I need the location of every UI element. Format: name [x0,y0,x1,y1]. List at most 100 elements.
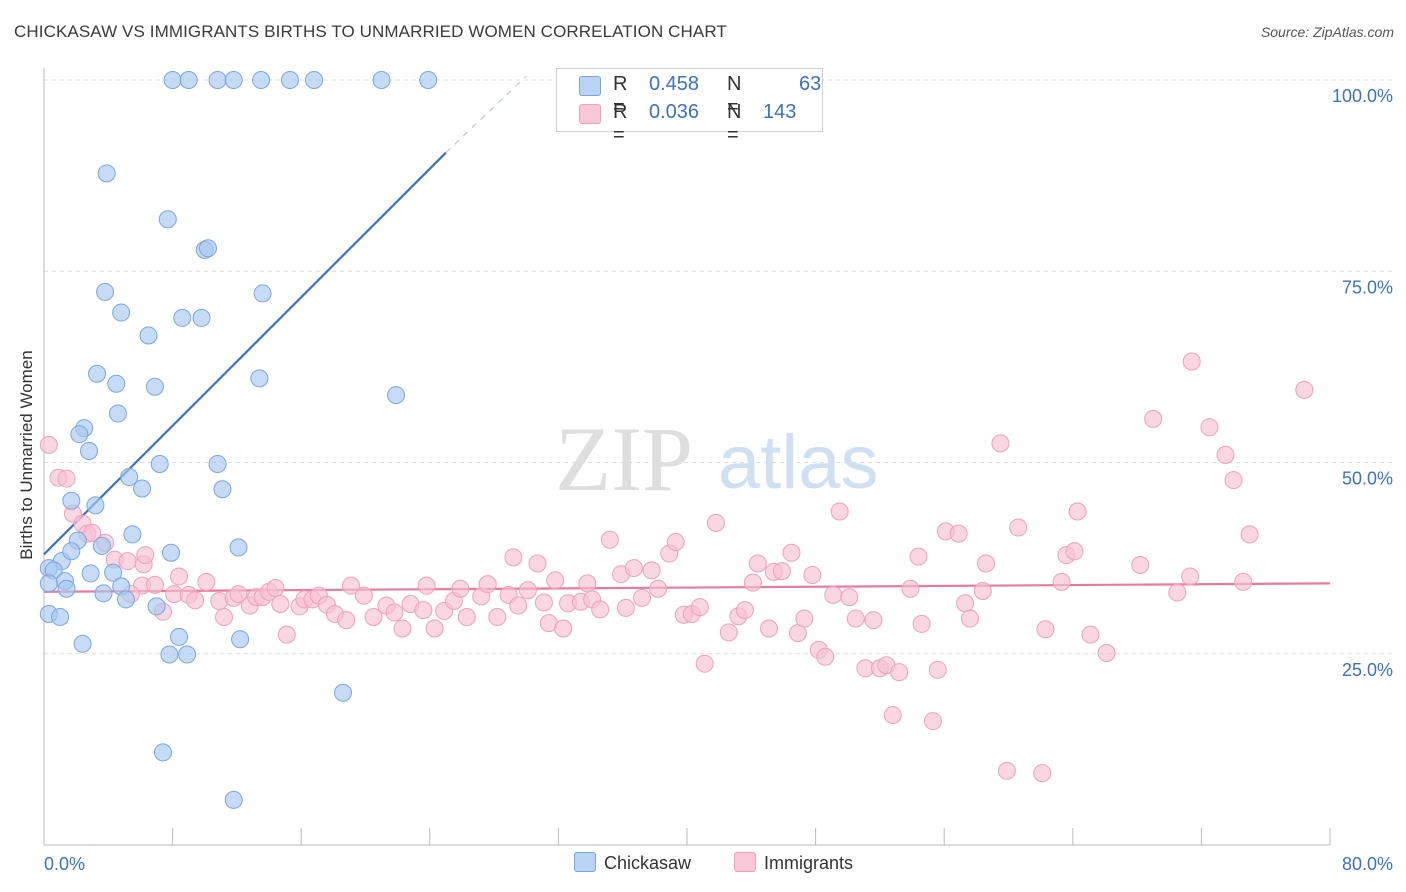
immigrants-point [1131,556,1150,575]
immigrants-point [864,611,883,630]
chickasaw-point [62,491,81,510]
immigrants-point [1065,542,1084,561]
immigrants-point [277,625,296,644]
chickasaw-point [213,480,232,499]
immigrants-point [145,575,164,594]
immigrants-point [991,434,1010,453]
legend-n-value: 143 [763,101,797,123]
chickasaw-point [97,164,116,183]
chickasaw-point [73,634,92,653]
immigrants-point [1144,409,1163,428]
immigrants-point [772,562,791,581]
immigrants-point [554,619,573,638]
immigrants-point [518,581,537,600]
immigrants-point [846,609,865,628]
chart-title: CHICKASAW VS IMMIGRANTS BIRTHS TO UNMARR… [14,22,727,41]
chickasaw-point [112,303,131,322]
immigrants-point [534,593,553,612]
immigrants-point [385,603,404,622]
chickasaw-point [305,71,324,89]
immigrants-point [578,574,597,593]
chickasaw-point [81,564,100,583]
chickasaw-point [192,308,211,327]
immigrants-point [1182,352,1201,371]
chickasaw-point [145,377,164,396]
immigrants-point [1200,418,1219,437]
immigrants-point [504,548,523,567]
chickasaw-point [133,479,152,498]
immigrants-point [901,579,920,598]
watermark: ZIP atlas [555,408,879,510]
immigrants-point [690,598,709,617]
immigrants-point [1240,525,1259,544]
immigrants-point [457,608,476,627]
watermark-atlas: atlas [718,420,879,505]
y-tick-label: 25.0% [1342,660,1393,680]
chickasaw-point [39,574,58,593]
immigrants-point [649,579,668,598]
immigrants-point [795,609,814,628]
bottom-legend-immigrants: Immigrants [734,852,853,874]
chickasaw-point [57,579,76,598]
chickasaw-point [372,71,391,89]
legend-r-value: 0.458 [649,73,700,95]
immigrants-point [883,705,902,724]
chickasaw-point [179,71,198,89]
immigrants-point [1168,583,1187,602]
y-tick-label: 50.0% [1342,469,1393,489]
chickasaw-point [208,455,227,474]
immigrants-point [803,565,822,584]
legend-r-value: 0.036 [649,101,700,123]
immigrants-point [546,571,565,590]
immigrants-point [478,575,497,594]
chickasaw-point [86,496,105,515]
chickasaw-point [387,386,406,405]
x-tick-label-max: 80.0% [1342,854,1393,874]
legend-n-value: 63 [799,73,822,95]
chickasaw-point [147,597,166,616]
chickasaw-point [123,525,142,544]
immigrants-point [337,611,356,630]
immigrants-point [912,614,931,633]
watermark-zip: ZIP [555,408,693,510]
chickasaw-point [333,683,352,702]
immigrants-point [417,576,436,595]
tick-labels: 100.0% 75.0% 50.0% 25.0% 0.0% 80.0% [44,86,1393,874]
immigrants-point [735,601,754,620]
chickasaw-point [80,442,99,461]
immigrants-point [1068,502,1087,521]
bottom-legend-swatch-immigrants [734,852,756,872]
chickasaw-point [51,608,70,627]
chickasaw-point [62,542,81,561]
legend-n-label: N = [727,73,742,118]
immigrants-point [973,582,992,601]
x-tick-label-min: 0.0% [44,854,85,874]
legend-swatch-immigrants [579,104,601,124]
chickasaw-point [161,543,180,562]
immigrants-point [600,530,619,549]
chickasaw-trend-extension [445,75,527,154]
immigrants-point [706,513,725,532]
immigrants-point [1052,572,1071,591]
immigrants-point [528,554,547,573]
immigrants-point [1224,471,1243,490]
immigrants-point [364,608,383,627]
source-label: Source: ZipAtlas.com [1260,24,1394,40]
immigrants-point [425,619,444,638]
immigrants-point [1009,518,1028,537]
bottom-legend-label-chickasaw: Chickasaw [604,853,692,873]
chickasaw-point [94,584,113,603]
chickasaw-point [92,536,111,555]
immigrants-point [1295,380,1314,399]
immigrants-point [39,435,58,454]
immigrants-point [719,623,738,642]
chickasaw-point [107,374,126,393]
immigrants-point [695,654,714,673]
bottom-legend-label-immigrants: Immigrants [764,853,854,873]
chickasaw-point [208,71,227,89]
immigrants-point [488,608,507,627]
immigrants-point [118,552,137,571]
immigrants-point [414,601,433,620]
chickasaw-point [139,326,158,345]
